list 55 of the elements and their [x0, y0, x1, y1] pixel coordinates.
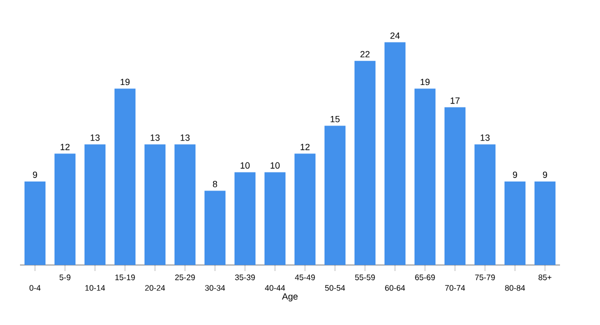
- x-tick-label: 30-34: [205, 285, 225, 291]
- x-tick-label: 35-39: [235, 274, 255, 280]
- x-tick-label: 85+: [538, 274, 552, 280]
- bar: [144, 144, 166, 265]
- x-tick-label: 15-19: [115, 274, 135, 280]
- x-tick-label: 0-4: [30, 285, 41, 291]
- data-label: 13: [150, 134, 160, 141]
- data-label: 9: [32, 172, 38, 178]
- x-axis-title: Age: [282, 293, 298, 302]
- bar: [354, 60, 376, 265]
- bar: [54, 154, 76, 265]
- bar: [294, 154, 316, 265]
- bar: [474, 144, 496, 265]
- data-label: 9: [512, 172, 518, 178]
- x-tick-label: 40-44: [264, 285, 285, 291]
- x-tick-label: 65-69: [415, 274, 435, 280]
- x-tick-label: 25-29: [175, 274, 195, 280]
- bar: [444, 107, 466, 265]
- bar: [174, 144, 196, 265]
- data-label: 12: [300, 144, 310, 150]
- x-tick-label: 50-54: [325, 285, 345, 291]
- bar: [414, 88, 436, 265]
- bar: [324, 126, 346, 265]
- data-label: 15: [330, 116, 340, 122]
- data-label: 13: [90, 134, 100, 141]
- data-label: 10: [240, 162, 250, 169]
- bar: [264, 172, 286, 265]
- x-tick-label: 5-9: [60, 274, 70, 280]
- x-tick-label: 75-79: [475, 274, 495, 280]
- data-label: 19: [120, 78, 130, 86]
- x-tick-label: 70-74: [445, 285, 465, 291]
- data-label: 22: [360, 51, 370, 58]
- bar: [84, 144, 106, 265]
- data-label: 10: [270, 162, 280, 169]
- bar: [114, 88, 136, 265]
- data-label: 19: [420, 78, 430, 86]
- x-tick-label: 55-59: [355, 274, 375, 280]
- data-label: 24: [390, 32, 400, 39]
- x-tick-label: 45-49: [294, 274, 315, 280]
- bar: [384, 42, 406, 265]
- data-label: 13: [180, 134, 190, 141]
- data-label: 8: [212, 180, 218, 188]
- data-label: 17: [450, 98, 460, 104]
- bar: [534, 181, 556, 265]
- bar: [24, 181, 46, 265]
- x-tick-label: 60-64: [385, 285, 405, 291]
- bar: [234, 172, 256, 265]
- data-label: 13: [480, 134, 490, 141]
- x-tick-label: 20-24: [145, 285, 165, 291]
- data-label: 12: [60, 144, 70, 150]
- data-label: 9: [542, 172, 548, 178]
- x-tick-label: 80-84: [505, 285, 525, 291]
- x-tick-label: 10-14: [85, 285, 105, 291]
- bar: [504, 181, 526, 265]
- bar: [204, 190, 226, 265]
